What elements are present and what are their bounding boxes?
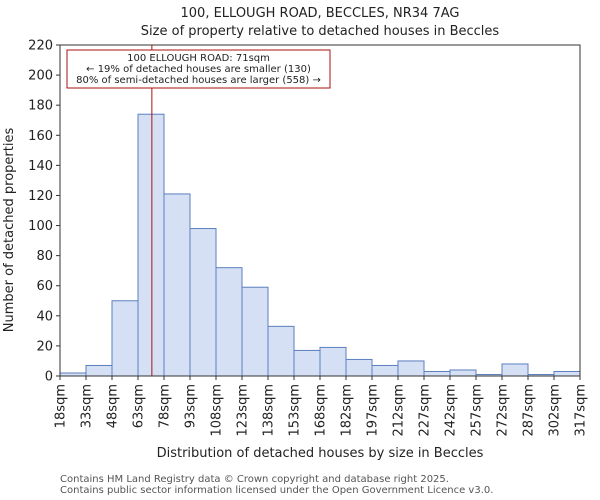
footer-line-2: Contains public sector information licen… <box>60 485 494 496</box>
x-tick-label: 78sqm <box>158 384 173 428</box>
x-tick-label: 18sqm <box>54 384 69 428</box>
x-tick-label: 197sqm <box>366 384 381 437</box>
histogram-bar <box>397 360 425 377</box>
x-tick-label: 182sqm <box>340 384 355 437</box>
x-tick-label: 63sqm <box>132 384 147 428</box>
x-tick-label: 272sqm <box>496 384 511 437</box>
histogram-bar <box>137 113 165 377</box>
annotation-line: 100 ELLOUGH ROAD: 71sqm <box>127 53 270 64</box>
y-tick-label: 80 <box>36 249 53 264</box>
x-tick-label: 33sqm <box>80 384 95 428</box>
x-tick-label: 317sqm <box>574 384 589 437</box>
x-tick-label: 93sqm <box>184 384 199 428</box>
y-tick-label: 160 <box>28 129 53 144</box>
histogram-bar <box>449 369 477 377</box>
axes-layer: 0 20 40 60 80 100 120 140 160 180 200 220 18sqm 33sqm… <box>28 39 588 437</box>
histogram-bar <box>293 349 321 377</box>
histogram-bar <box>501 363 529 377</box>
footer-line-1: Contains HM Land Registry data © Crown c… <box>60 474 449 485</box>
histogram-bar <box>345 358 373 377</box>
chart-subtitle: Size of property relative to detached ho… <box>141 24 500 39</box>
histogram-bar <box>241 286 269 377</box>
histogram-bar <box>163 193 191 377</box>
x-tick-label: 168sqm <box>314 384 329 437</box>
histogram-bar <box>371 364 399 377</box>
x-tick-label: 123sqm <box>236 384 251 437</box>
y-tick-label: 220 <box>28 39 53 54</box>
y-tick-label: 40 <box>36 309 53 324</box>
histogram-bar <box>319 346 347 377</box>
x-tick-label: 287sqm <box>522 384 537 437</box>
histogram-bar <box>85 364 113 377</box>
x-tick-label: 302sqm <box>548 384 563 437</box>
x-tick-label: 227sqm <box>418 384 433 437</box>
x-tick-label: 108sqm <box>210 384 225 437</box>
histogram-bar <box>111 300 139 377</box>
y-tick-label: 200 <box>28 69 53 84</box>
histogram-bar <box>215 267 243 377</box>
x-tick-label: 138sqm <box>262 384 277 437</box>
histogram-bar <box>423 370 451 377</box>
bars-layer <box>59 113 581 377</box>
histogram-bar <box>267 325 295 377</box>
chart-title: 100, ELLOUGH ROAD, BECCLES, NR34 7AG <box>181 6 460 21</box>
y-axis-label: Number of detached properties <box>2 128 17 333</box>
y-tick-label: 20 <box>36 339 53 354</box>
annotation-box <box>66 49 331 89</box>
annotation-line: 80% of semi-detached houses are larger (… <box>76 75 321 86</box>
x-tick-label: 212sqm <box>392 384 407 437</box>
histogram-bar <box>189 228 217 377</box>
histogram-bar <box>553 370 581 377</box>
y-tick-label: 60 <box>36 279 53 294</box>
x-tick-label: 242sqm <box>444 384 459 437</box>
y-tick-label: 0 <box>45 370 53 385</box>
y-tick-label: 140 <box>28 159 53 174</box>
y-tick-label: 120 <box>28 189 53 204</box>
y-tick-label: 100 <box>28 219 53 234</box>
y-tick-label: 180 <box>28 99 53 114</box>
x-tick-label: 257sqm <box>470 384 485 437</box>
x-tick-label: 153sqm <box>288 384 303 437</box>
x-axis-label: Distribution of detached houses by size … <box>157 446 484 461</box>
x-tick-label: 48sqm <box>106 384 121 428</box>
marker-layer: 100 ELLOUGH ROAD: 71sqm← 19% of detached… <box>66 45 331 376</box>
annotation-line: ← 19% of detached houses are smaller (13… <box>86 64 311 75</box>
